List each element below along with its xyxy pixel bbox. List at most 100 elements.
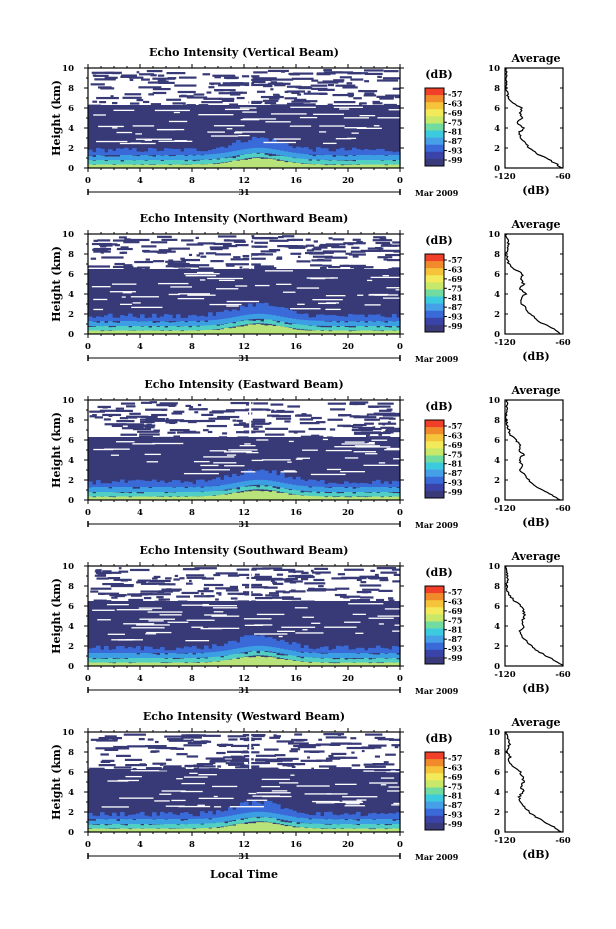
upper-echo (311, 571, 331, 574)
echo-cell (340, 493, 345, 497)
echo-cell (124, 828, 129, 832)
echo-cell (364, 828, 369, 832)
upper-echo (373, 236, 386, 239)
echo-cell (104, 315, 109, 321)
colorbar-tick-label: -63 (448, 762, 463, 772)
echo-cell (176, 148, 181, 155)
profile-frame (504, 67, 564, 169)
y-tick-label: 10 (62, 728, 74, 738)
echo-cell (356, 164, 361, 168)
echo-cell (248, 324, 253, 334)
upper-echo (284, 97, 298, 100)
data-gap (119, 303, 132, 306)
echo-cell (236, 140, 241, 151)
colorbar-tick-label: -99 (448, 155, 463, 165)
upper-echo (287, 764, 295, 767)
echo-cell (100, 651, 105, 658)
echo-cell (136, 156, 141, 160)
echo-cell (380, 647, 385, 653)
echo-cell (300, 652, 305, 657)
echo-cell (308, 487, 313, 492)
echo-cell (336, 828, 341, 832)
upper-echo (311, 767, 314, 770)
profile-line (504, 67, 563, 169)
data-gap (256, 439, 269, 441)
upper-echo (252, 422, 270, 425)
echo-cell (148, 828, 153, 832)
echo-cell (176, 154, 181, 160)
echo-cell (276, 643, 281, 653)
data-gap (246, 451, 259, 454)
echo-cell (252, 490, 257, 500)
echo-cell (144, 815, 149, 819)
echo-cell (348, 651, 353, 658)
data-gap (181, 782, 206, 785)
upper-echo (363, 94, 377, 97)
upper-echo (145, 745, 167, 748)
upper-echo (206, 595, 215, 598)
echo-cell (164, 327, 169, 331)
y-tick-label: 0 (68, 330, 74, 340)
echo-cell (360, 150, 365, 155)
echo-cell (252, 152, 257, 158)
colorbar-swatch (425, 586, 444, 594)
echo-cell (292, 655, 297, 661)
echo-cell (372, 654, 377, 658)
echo-cell (324, 497, 329, 500)
upper-echo (269, 736, 281, 739)
echo-cell (108, 652, 113, 658)
upper-echo (127, 745, 146, 748)
upper-echo (149, 579, 171, 583)
data-gap (339, 108, 350, 110)
echo-cell (388, 492, 393, 497)
echo-cell (180, 812, 185, 819)
echo-cell (200, 653, 205, 658)
upper-echo (318, 765, 337, 768)
echo-cell (116, 820, 121, 824)
upper-echo (222, 432, 228, 435)
colorbar-tick-label: -69 (448, 274, 463, 284)
echo-cell (200, 649, 205, 653)
echo-cell (300, 157, 305, 164)
upper-echo (230, 744, 254, 748)
colorbar: (dB)-57-63-69-75-81-87-93-99 (424, 732, 463, 831)
upper-echo (98, 736, 122, 740)
data-gap (183, 472, 219, 475)
echo-cell (188, 491, 193, 497)
echo-cell (368, 164, 373, 168)
upper-echo (186, 96, 208, 99)
data-gap (116, 609, 153, 611)
data-gap (263, 141, 296, 144)
upper-echo (286, 102, 304, 105)
noon-gap (249, 234, 252, 269)
echo-cell (388, 824, 393, 829)
echo-cell (280, 142, 285, 151)
echo-cell (160, 486, 165, 492)
data-gap (312, 299, 343, 301)
echo-cell (384, 829, 389, 832)
echo-cell (236, 156, 241, 160)
echo-cell (236, 653, 241, 658)
date-label: Mar 2009 (415, 852, 459, 862)
echo-cell (124, 325, 129, 331)
echo-cell (280, 155, 285, 161)
data-gap (208, 627, 240, 629)
echo-cell (384, 151, 389, 155)
data-gap (148, 620, 164, 622)
echo-cell (144, 818, 149, 824)
upper-echo (230, 597, 238, 600)
upper-echo (310, 416, 322, 420)
upper-echo (95, 569, 102, 572)
colorbar-swatch (425, 317, 444, 326)
upper-echo (203, 587, 210, 590)
data-gap (186, 275, 217, 277)
data-gap (158, 140, 193, 142)
echo-cell (384, 485, 389, 492)
data-gap (93, 448, 114, 451)
echo-cell (204, 316, 209, 321)
echo-cell (112, 164, 117, 168)
echo-cell (276, 640, 281, 648)
upper-echo (385, 94, 400, 97)
echo-cell (176, 314, 181, 321)
